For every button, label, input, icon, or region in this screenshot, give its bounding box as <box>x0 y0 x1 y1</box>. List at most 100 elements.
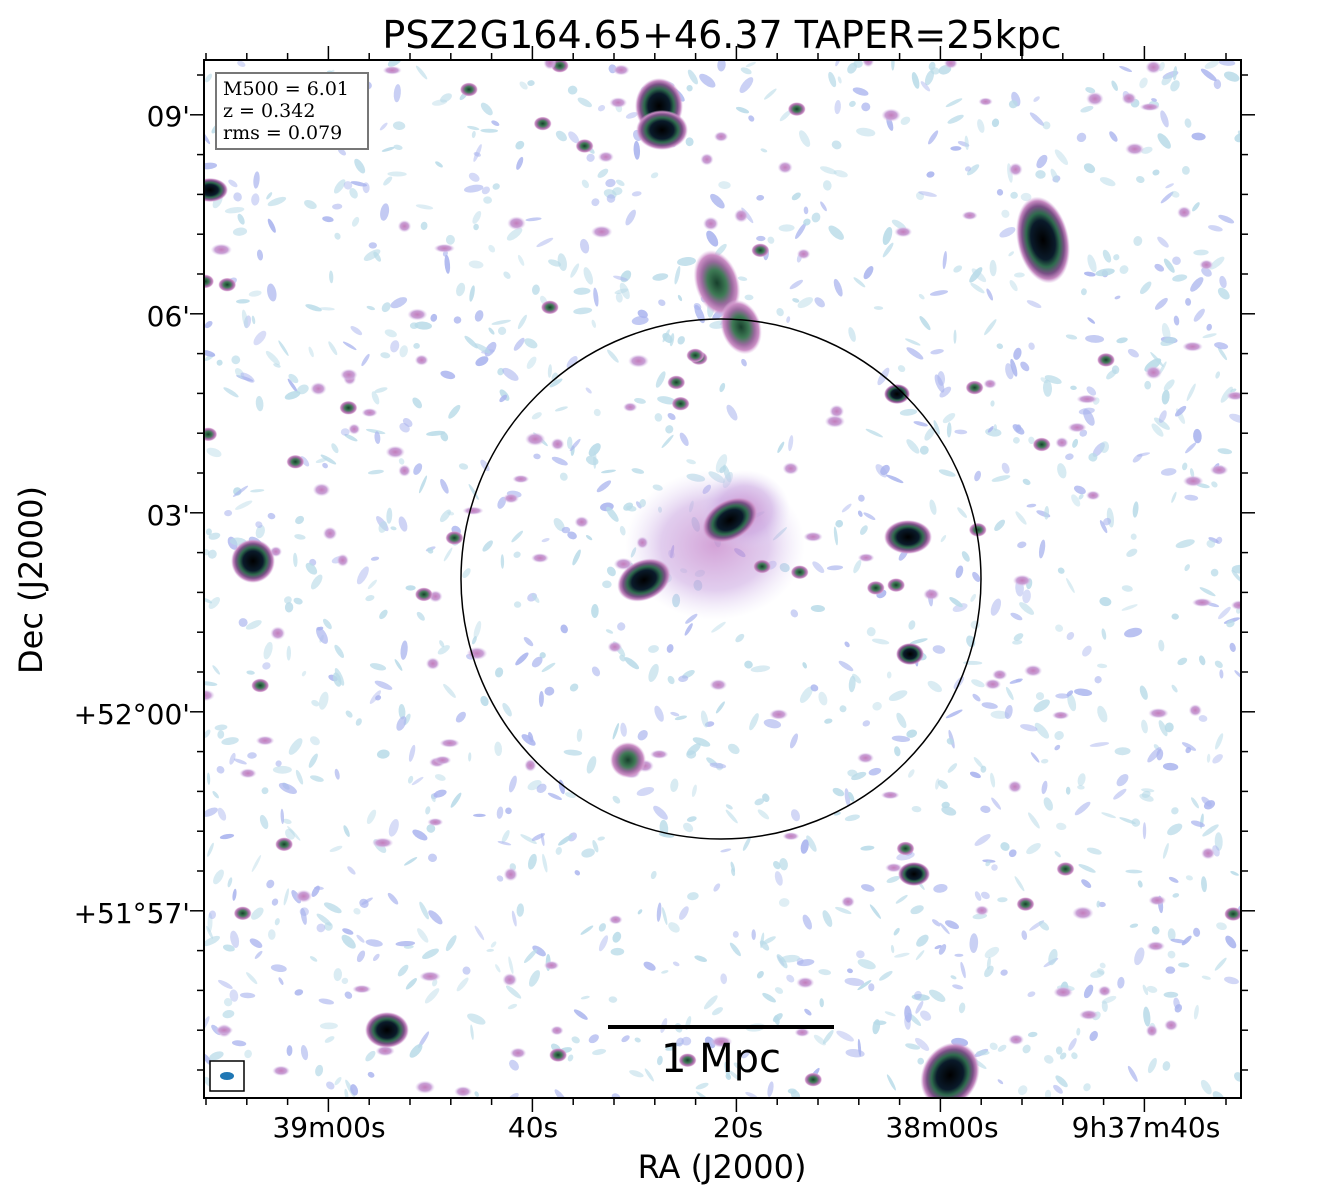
noise-blob <box>1055 1046 1063 1055</box>
noise-blob <box>950 146 962 151</box>
noise-blob <box>555 846 562 855</box>
noise-blob <box>1015 678 1022 683</box>
faint-knot <box>531 553 549 563</box>
noise-blob <box>474 925 485 941</box>
info-box: M500 = 6.01 z = 0.342 rms = 0.079 <box>215 72 369 150</box>
faint-knot <box>1016 897 1035 912</box>
noise-blob <box>964 135 969 150</box>
noise-blob <box>994 519 1006 531</box>
noise-blob <box>209 1051 224 1061</box>
noise-blob <box>413 463 423 475</box>
noise-blob <box>361 353 370 367</box>
noise-blob <box>926 171 935 178</box>
y-tick-label-06: 06' <box>147 300 190 333</box>
faint-knot <box>371 837 394 848</box>
noise-blob <box>656 902 662 922</box>
noise-blob <box>718 181 731 190</box>
noise-blob <box>674 266 681 285</box>
faint-knot <box>1199 259 1214 270</box>
noise-blob <box>822 180 832 191</box>
noise-blob <box>882 242 894 258</box>
faint-knot <box>462 506 484 515</box>
noise-blob <box>624 657 640 670</box>
noise-blob <box>1163 258 1175 273</box>
noise-blob <box>398 704 406 720</box>
noise-blob <box>458 463 469 470</box>
noise-blob <box>293 552 298 568</box>
noise-blob <box>1130 533 1137 540</box>
noise-blob <box>1224 976 1239 985</box>
faint-knot <box>1188 704 1203 717</box>
noise-blob <box>896 712 907 729</box>
noise-blob <box>495 667 504 678</box>
noise-blob <box>990 772 996 788</box>
noise-blob <box>576 728 583 742</box>
noise-blob <box>1185 298 1192 306</box>
faint-knot <box>1055 437 1069 449</box>
noise-blob <box>286 1045 293 1057</box>
noise-blob <box>554 1089 567 1098</box>
noise-blob <box>857 980 872 991</box>
noise-blob <box>448 404 461 419</box>
noise-blob <box>266 879 275 889</box>
noise-blob <box>365 428 386 435</box>
noise-blob <box>1153 417 1170 430</box>
noise-blob <box>1162 1061 1171 1071</box>
noise-blob <box>547 364 552 378</box>
noise-blob <box>414 321 432 330</box>
noise-blob <box>316 913 332 926</box>
jet-knot-lower <box>720 299 762 355</box>
noise-blob <box>1080 288 1087 296</box>
noise-blob <box>231 355 241 365</box>
noise-blob <box>415 204 434 210</box>
noise-blob <box>531 833 545 841</box>
faint-knot <box>968 522 987 537</box>
faint-knot <box>1230 600 1241 611</box>
noise-blob <box>488 327 495 335</box>
faint-knot <box>1121 92 1137 105</box>
faint-knot <box>710 1035 733 1048</box>
noise-blob <box>858 494 865 502</box>
noise-blob <box>1099 177 1116 187</box>
noise-blob <box>585 534 593 541</box>
faint-knot <box>419 971 441 982</box>
faint-knot <box>414 1080 436 1094</box>
noise-blob <box>1072 438 1079 448</box>
noise-blob <box>882 227 893 245</box>
noise-blob <box>932 645 946 654</box>
noise-blob <box>819 998 824 1008</box>
noise-blob <box>324 1036 335 1043</box>
noise-blob <box>1136 452 1151 457</box>
noise-blob <box>792 298 800 303</box>
noise-blob <box>726 404 738 421</box>
noise-blob <box>868 767 882 776</box>
noise-blob <box>1114 295 1121 300</box>
noise-blob <box>1103 517 1112 526</box>
noise-blob <box>496 875 504 882</box>
noise-blob <box>521 734 536 746</box>
noise-blob <box>404 856 418 866</box>
noise-blob <box>428 910 443 925</box>
noise-blob <box>1028 812 1040 829</box>
noise-blob <box>388 819 399 837</box>
noise-blob <box>694 304 705 324</box>
noise-blob <box>212 665 221 675</box>
noise-blob <box>204 350 216 357</box>
faint-knots <box>204 60 1241 1098</box>
noise-blob <box>393 84 401 103</box>
noise-blob <box>657 396 677 405</box>
noise-blob <box>789 733 799 749</box>
noise-blob <box>508 775 517 793</box>
noise-blob <box>284 596 292 604</box>
noise-blob <box>620 722 627 737</box>
noise-blob <box>1116 337 1128 344</box>
beam-indicator <box>209 1060 245 1092</box>
faint-knot <box>1067 422 1087 433</box>
noise-blob <box>397 964 409 977</box>
noise-blob <box>996 189 1004 196</box>
noise-blob <box>851 771 867 781</box>
faint-knot <box>1023 664 1043 677</box>
y-tick-label-51-57: +51°57' <box>74 897 190 930</box>
noise-blob <box>593 408 601 417</box>
noise-blob <box>953 265 963 273</box>
